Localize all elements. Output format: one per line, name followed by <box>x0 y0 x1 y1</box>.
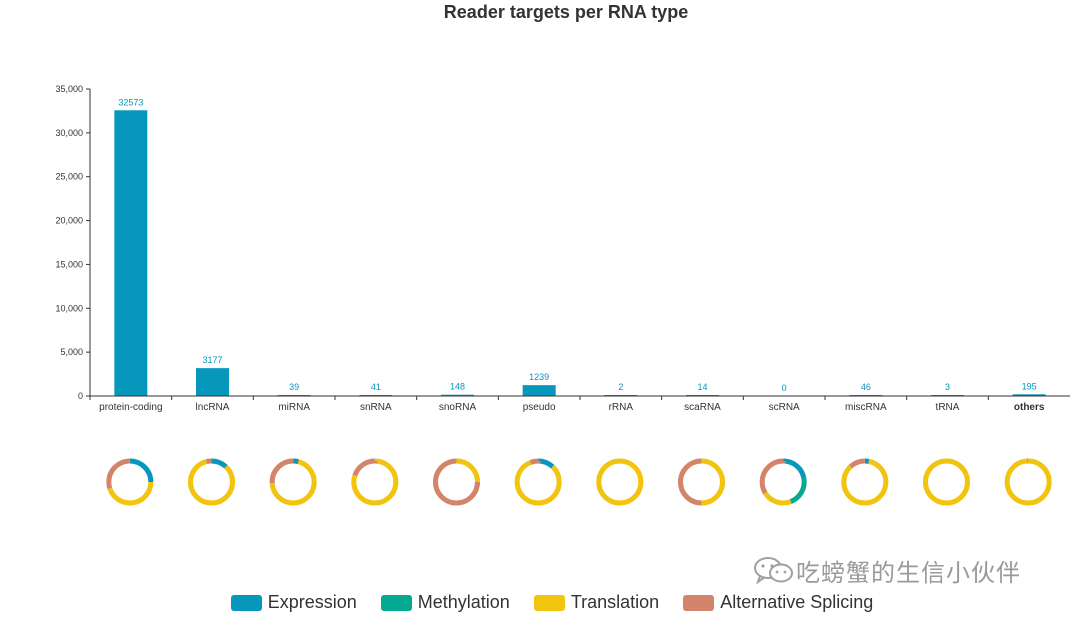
donut-segment <box>106 458 154 506</box>
donut-segment <box>106 458 154 506</box>
donut-segment <box>1004 458 1052 506</box>
donut-segment <box>759 458 807 506</box>
donut-segment <box>269 458 317 506</box>
x-category-label: snoRNA <box>439 402 477 413</box>
legend-label-methylation: Methylation <box>417 592 510 612</box>
bar-value-label: 41 <box>371 382 381 392</box>
y-tick-label: 35,000 <box>55 84 83 94</box>
x-category-label: pseudo <box>523 402 556 413</box>
legend-item-methylation[interactable]: Methylation <box>380 592 510 613</box>
bars-group: 32573 3177 39 41 148 1239 2 14 0 46 3 195 <box>114 97 1046 396</box>
donut-segment <box>841 458 889 506</box>
legend-label-expression: Expression <box>267 592 357 612</box>
x-category-label: miRNA <box>278 402 310 413</box>
bar-chart: 0 5,000 10,000 15,000 20,000 25,000 30,000 35,0… <box>55 84 1070 506</box>
y-tick-label: 10,000 <box>55 303 83 313</box>
donut-segment <box>841 458 889 506</box>
y-tick-label: 15,000 <box>55 259 83 269</box>
x-axis: protein-coding lncRNA miRNA snRNA snoRNA pseu… <box>89 395 1070 413</box>
bar-value-label: 14 <box>697 382 707 392</box>
bar-value-label: 3 <box>945 382 950 392</box>
bar-value-label: 1239 <box>529 372 549 382</box>
y-tick-label: 0 <box>78 391 83 401</box>
donut-segment <box>188 458 235 506</box>
x-category-label: protein-coding <box>99 402 162 413</box>
donut-segment <box>923 458 970 506</box>
bar-value-label: 3177 <box>202 355 222 365</box>
watermark: 吃螃蟹的生信小伙伴 <box>752 552 1062 588</box>
x-category-label: scRNA <box>769 402 800 413</box>
donut-segment <box>514 458 562 506</box>
donut-segment <box>759 458 807 506</box>
donut-segment <box>759 458 807 506</box>
donut-segment <box>269 458 317 506</box>
chart-title: Reader targets per RNA type <box>443 2 689 22</box>
x-category-label: snRNA <box>360 402 392 413</box>
y-tick-label: 25,000 <box>55 172 83 182</box>
donut-segment <box>678 458 725 506</box>
legend-item-alternative-splicing[interactable]: Alternative Splicing <box>683 592 873 613</box>
legend-item-expression[interactable]: Expression <box>230 592 357 613</box>
legend-label-alternative-splicing: Alternative Splicing <box>720 592 874 612</box>
bar-value-label: 148 <box>450 382 465 392</box>
x-category-label: others <box>1014 402 1045 413</box>
bar-value-label: 32573 <box>118 97 143 107</box>
bar <box>1012 394 1046 396</box>
bar <box>522 385 556 396</box>
y-tick-label: 20,000 <box>55 216 83 226</box>
x-category-label: scaRNA <box>684 402 721 413</box>
donut-segment <box>596 458 644 506</box>
x-category-label: tRNA <box>936 402 960 413</box>
bar <box>196 368 229 396</box>
bar-value-label: 0 <box>782 383 787 393</box>
donut-segment <box>188 458 235 506</box>
y-tick-label: 30,000 <box>55 128 83 138</box>
bar <box>441 394 474 396</box>
x-category-label: miscRNA <box>845 402 887 413</box>
legend: Expression Methylation Translation Alter… <box>0 592 1080 613</box>
legend-swatch-alternative-splicing <box>683 594 715 611</box>
watermark-text: 吃螃蟹的生信小伙伴 <box>796 558 1021 587</box>
legend-item-translation[interactable]: Translation <box>533 592 660 613</box>
legend-swatch-methylation <box>380 594 412 611</box>
donuts-group <box>106 458 1052 506</box>
legend-label-translation: Translation <box>570 592 660 612</box>
y-axis: 0 5,000 10,000 15,000 20,000 25,000 30,000 35,0… <box>55 84 91 401</box>
wechat-icon <box>754 557 793 584</box>
legend-swatch-translation <box>533 594 565 611</box>
legend-swatch-expression <box>230 594 262 611</box>
bar-value-label: 2 <box>618 382 623 392</box>
y-tick-label: 5,000 <box>60 347 83 357</box>
bar-value-label: 39 <box>289 382 299 392</box>
bar <box>114 110 148 396</box>
donut-segment <box>351 458 399 506</box>
donut-segment <box>1004 458 1052 506</box>
x-category-label: rRNA <box>609 402 634 413</box>
donut-segment <box>433 458 480 506</box>
donut-segment <box>514 458 562 506</box>
bar-value-label: 46 <box>861 382 871 392</box>
bar-value-label: 195 <box>1022 381 1037 391</box>
x-category-label: lncRNA <box>196 402 230 413</box>
